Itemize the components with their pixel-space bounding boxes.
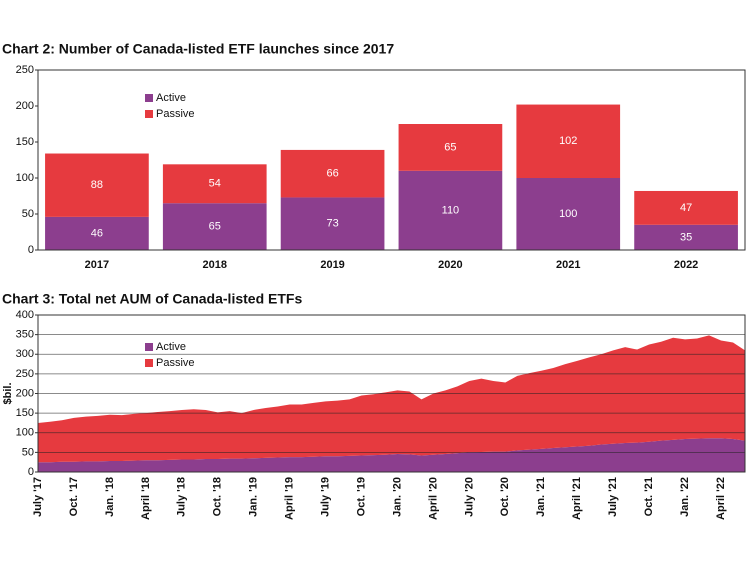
x-tick-label: April '18	[140, 477, 152, 520]
y-tick-label: 350	[16, 329, 34, 341]
x-tick-label: Oct. '18	[212, 477, 224, 516]
x-tick-label: April '20	[427, 477, 439, 520]
x-tick-label: Jan. '19	[248, 477, 260, 517]
legend-label: Passive	[156, 357, 195, 369]
value-label: 65	[444, 141, 456, 153]
x-tick-label: July '17	[32, 477, 44, 517]
y-tick-label: 0	[28, 244, 34, 256]
bar-segment	[45, 216, 149, 250]
x-tick-label: July '19	[319, 477, 331, 517]
bar-segment	[634, 190, 738, 225]
x-tick-label: 2019	[320, 259, 344, 271]
bar-segment	[634, 224, 738, 250]
legend-swatch	[145, 343, 153, 351]
bar-segment	[280, 149, 385, 198]
y-tick-label: 200	[16, 100, 34, 112]
legend-label: Active	[156, 92, 186, 104]
x-tick-label: 2017	[85, 259, 109, 271]
value-label: 35	[680, 231, 692, 243]
x-tick-label: April '19	[284, 477, 296, 520]
bar-segment	[162, 164, 267, 204]
x-tick-label: April '22	[715, 477, 727, 520]
x-tick-label: July '20	[463, 477, 475, 517]
value-label: 66	[326, 168, 338, 180]
value-label: 54	[209, 178, 221, 190]
value-label: 110	[442, 204, 460, 216]
x-tick-label: July '21	[607, 477, 619, 517]
x-tick-label: Jan. '22	[679, 477, 691, 517]
y-tick-label: 250	[16, 368, 34, 380]
legend-swatch	[145, 359, 153, 367]
y-tick-label: 100	[16, 172, 34, 184]
x-tick-label: 2021	[556, 259, 580, 271]
bar-segment	[162, 203, 267, 250]
x-tick-label: Jan. '20	[391, 477, 403, 517]
x-tick-label: July '18	[176, 477, 188, 517]
x-tick-label: Oct. '19	[355, 477, 367, 516]
bar-segment	[516, 104, 621, 178]
y-tick-label: 200	[16, 387, 34, 399]
x-tick-label: Oct. '21	[643, 477, 655, 516]
value-label: 46	[91, 227, 103, 239]
legend-label: Passive	[156, 108, 195, 120]
y-tick-label: 50	[22, 446, 34, 458]
x-tick-label: Jan. '21	[535, 477, 547, 517]
bar-segment	[398, 124, 503, 171]
x-tick-label: 2018	[203, 259, 227, 271]
value-label: 100	[559, 208, 577, 220]
value-label: 102	[559, 135, 577, 147]
legend-swatch	[145, 94, 153, 102]
chart-title: Chart 2: Number of Canada-listed ETF lau…	[2, 41, 394, 57]
y-tick-label: 250	[16, 64, 34, 76]
area	[38, 438, 745, 472]
y-tick-label: 0	[28, 466, 34, 478]
value-label: 88	[91, 179, 103, 191]
legend-label: Active	[156, 341, 186, 353]
bar-segment	[398, 170, 503, 250]
plot-frame	[37, 69, 746, 251]
y-tick-label: 400	[16, 309, 34, 321]
bar-segment	[516, 178, 621, 250]
x-tick-label: Oct. '17	[68, 477, 80, 516]
x-tick-label: 2022	[674, 259, 698, 271]
y-tick-label: 150	[16, 136, 34, 148]
area	[38, 335, 745, 463]
y-tick-label: 150	[16, 407, 34, 419]
legend-swatch	[145, 110, 153, 118]
bar-segment	[45, 153, 149, 217]
bar-segment	[280, 197, 385, 250]
y-axis-label: $bil.	[2, 382, 14, 404]
y-tick-label: 50	[22, 208, 34, 220]
y-tick-label: 100	[16, 427, 34, 439]
value-label: 73	[326, 218, 338, 230]
value-label: 65	[209, 221, 221, 233]
x-tick-label: April '21	[571, 477, 583, 520]
x-tick-label: Oct. '20	[499, 477, 511, 516]
y-tick-label: 300	[16, 348, 34, 360]
chart-title: Chart 3: Total net AUM of Canada-listed …	[2, 291, 302, 307]
x-tick-label: 2020	[438, 259, 462, 271]
plot-frame	[37, 314, 746, 473]
x-tick-label: Jan. '18	[104, 477, 116, 517]
value-label: 47	[680, 202, 692, 214]
